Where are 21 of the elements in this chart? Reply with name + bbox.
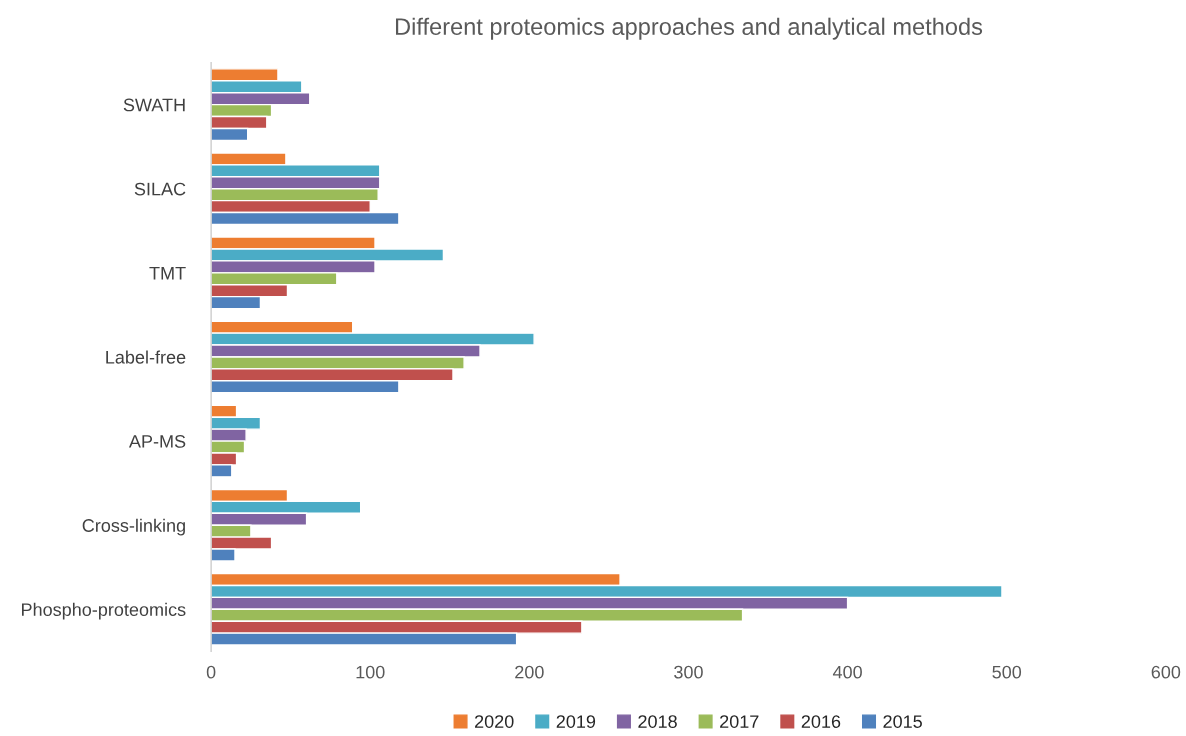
legend-label: 2015 bbox=[883, 715, 922, 728]
x-tick-label: 100 bbox=[356, 665, 385, 679]
y-tick-label: Phospho-proteomics bbox=[22, 602, 186, 620]
x-tick-label: 0 bbox=[206, 665, 216, 679]
legend-label: 2019 bbox=[556, 715, 596, 728]
legend-label: 2017 bbox=[720, 715, 759, 728]
x-tick-label: 300 bbox=[674, 665, 703, 679]
x-tick-label: 600 bbox=[1151, 665, 1181, 679]
x-tick-label: 200 bbox=[515, 665, 544, 679]
x-tick-label: 500 bbox=[992, 665, 1022, 679]
y-tick-label: Cross-linking bbox=[82, 518, 185, 536]
legend-label: 2016 bbox=[801, 715, 841, 728]
chart-title: Different proteomics approaches and analytical methods bbox=[395, 17, 983, 40]
x-tick-label: 400 bbox=[832, 665, 862, 679]
y-tick-label: TMT bbox=[149, 266, 186, 280]
legend-label: 2020 bbox=[475, 715, 514, 728]
y-tick-label: SWATH bbox=[123, 98, 185, 112]
y-tick-label: AP-MS bbox=[128, 435, 186, 448]
y-tick-label: Label-free bbox=[106, 350, 186, 364]
y-tick-label: SILAC bbox=[134, 182, 186, 196]
legend-label: 2018 bbox=[638, 715, 677, 728]
